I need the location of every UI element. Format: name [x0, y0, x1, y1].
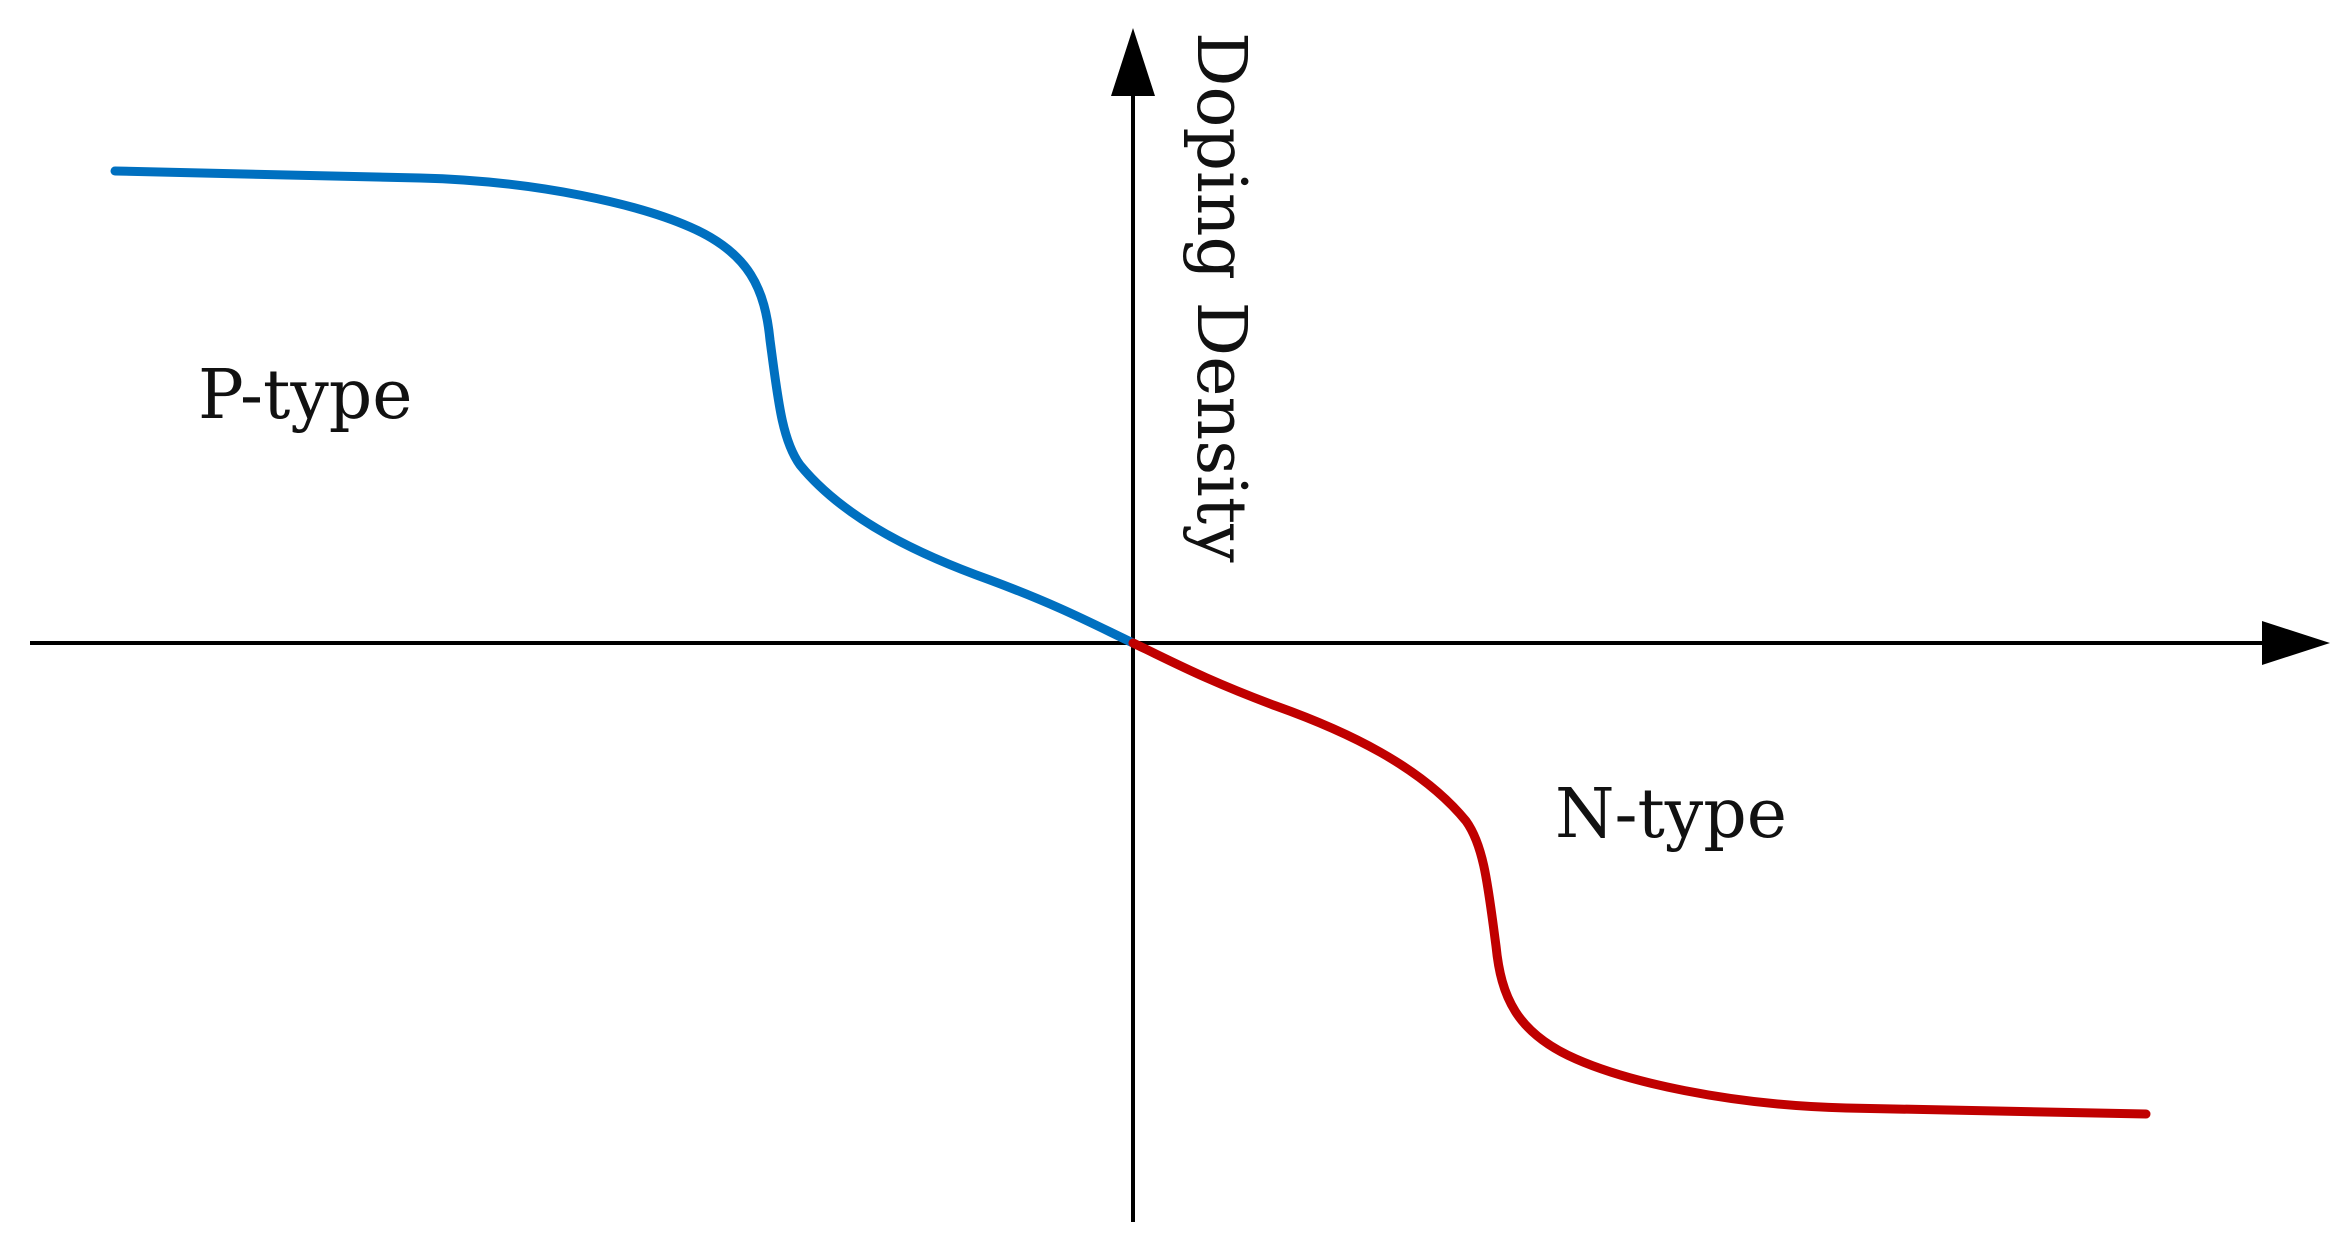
n-type-label: N-type	[1555, 775, 1787, 854]
x-axis-arrow	[2262, 621, 2330, 665]
p-type-label: P-type	[198, 356, 413, 435]
n-type-curve	[1128, 638, 2151, 1119]
y-axis-title: Doping Density	[1181, 32, 1260, 563]
p-type-curve	[110, 166, 1138, 648]
y-axis-arrow	[1111, 28, 1155, 96]
